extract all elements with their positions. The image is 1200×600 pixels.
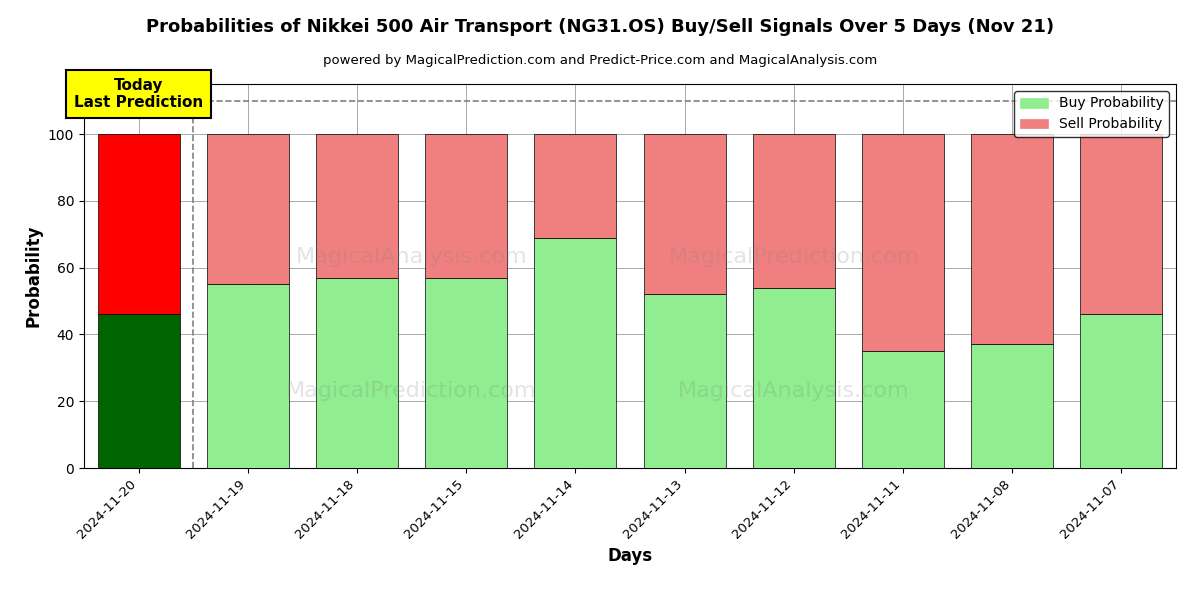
Text: MagicalAnalysis.com: MagicalAnalysis.com [295, 247, 528, 267]
Bar [316, 134, 398, 278]
Bar [206, 284, 289, 468]
Bar [643, 295, 726, 468]
Bar [97, 314, 180, 468]
Bar [534, 134, 617, 238]
Bar [752, 134, 835, 287]
Bar [643, 134, 726, 295]
Bar [97, 134, 180, 314]
Bar [862, 351, 944, 468]
Text: Today
Last Prediction: Today Last Prediction [74, 78, 203, 110]
Text: MagicalPrediction.com: MagicalPrediction.com [668, 247, 919, 267]
Bar [1080, 134, 1163, 314]
Y-axis label: Probability: Probability [24, 225, 42, 327]
Legend: Buy Probability, Sell Probability: Buy Probability, Sell Probability [1014, 91, 1169, 137]
Bar [1080, 314, 1163, 468]
Text: MagicalPrediction.com: MagicalPrediction.com [287, 381, 536, 401]
Bar [425, 278, 508, 468]
Bar [752, 287, 835, 468]
Text: MagicalAnalysis.com: MagicalAnalysis.com [678, 381, 910, 401]
Bar [425, 134, 508, 278]
Bar [971, 134, 1054, 344]
Bar [971, 344, 1054, 468]
Bar [534, 238, 617, 468]
Text: Probabilities of Nikkei 500 Air Transport (NG31.OS) Buy/Sell Signals Over 5 Days: Probabilities of Nikkei 500 Air Transpor… [146, 18, 1054, 36]
Bar [862, 134, 944, 351]
X-axis label: Days: Days [607, 547, 653, 565]
Bar [316, 278, 398, 468]
Bar [206, 134, 289, 284]
Text: powered by MagicalPrediction.com and Predict-Price.com and MagicalAnalysis.com: powered by MagicalPrediction.com and Pre… [323, 54, 877, 67]
